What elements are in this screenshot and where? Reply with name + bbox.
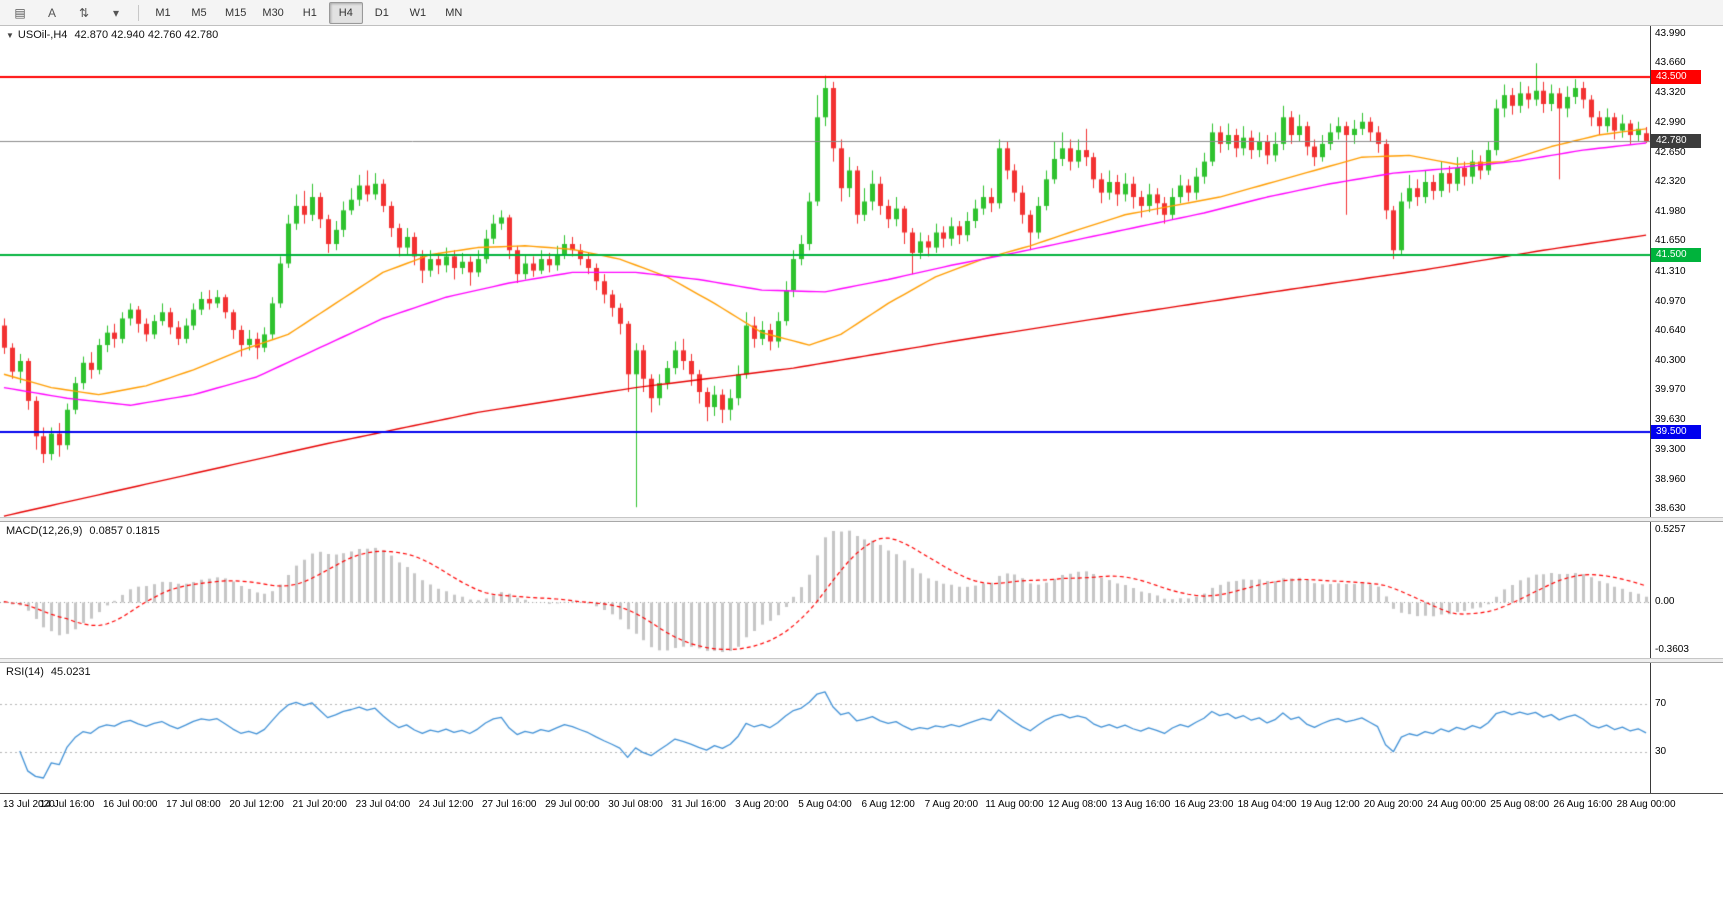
price-panel: ▼ USOil-,H4 42.870 42.940 42.760 42.780 43… <box>0 26 1723 517</box>
rsi-title: RSI(14) <box>6 666 44 678</box>
time-axis-label: 7 Aug 20:00 <box>924 799 979 810</box>
timeframe-m1-button[interactable]: M1 <box>155 6 171 19</box>
timeframe-mn-button[interactable]: MN <box>445 6 463 19</box>
macd-values: 0.0857 0.1815 <box>89 525 160 537</box>
time-axis-label: 20 Aug 20:00 <box>1363 799 1423 810</box>
time-axis-label: 17 Jul 08:00 <box>166 799 221 810</box>
time-axis-labels: 13 Jul 2020 14 Jul 16:00 16 Jul 00:00 17 Ju… <box>0 794 1723 818</box>
time-axis-label: 28 Aug 00:00 <box>1616 799 1676 810</box>
macd-title: MACD(12,26,9) <box>6 525 83 537</box>
annotation-tool-button[interactable]: A <box>37 2 67 24</box>
timeframe-m15-button[interactable]: M15 <box>225 6 247 19</box>
price-tick-label: 43.990 <box>1655 28 1686 39</box>
time-axis-label: 3 Aug 20:00 <box>735 799 789 810</box>
time-axis-label: 27 Jul 16:00 <box>481 799 537 810</box>
macd-tick-label: 0.00 <box>1655 595 1675 607</box>
time-axis-label: 18 Aug 04:00 <box>1237 799 1297 810</box>
price-tick-label: 38.960 <box>1655 473 1686 485</box>
panel-divider-rsi[interactable] <box>0 658 1723 663</box>
collapse-arrow-icon: ▼ <box>6 31 14 40</box>
rsi-level-label: 30 <box>1655 746 1667 757</box>
price-tick-label: 43.660 <box>1655 57 1686 69</box>
timeframe-m5-button[interactable]: M5 <box>191 6 207 19</box>
price-tick-label: 41.980 <box>1655 206 1686 218</box>
price-tick-label: 43.320 <box>1655 87 1686 99</box>
price-tick-label: 39.970 <box>1655 384 1686 396</box>
macd-tick-label: -0.3603 <box>1655 644 1689 655</box>
toolbar: ▤ A ⇅ ▾ M1 M5 M15 M30 H1 H4 D1 W1 MN <box>0 0 1723 26</box>
time-axis-label: 20 Jul 12:00 <box>229 799 284 810</box>
time-axis-label: 30 Jul 08:00 <box>608 799 663 810</box>
time-axis-label: 13 Aug 16:00 <box>1111 799 1171 810</box>
rsi-axis[interactable]: 70 30 <box>1650 663 1722 793</box>
time-axis-label: 26 Aug 16:00 <box>1553 799 1613 810</box>
chart-list-button[interactable]: ▤ <box>5 2 35 24</box>
time-axis-label: 6 Aug 12:00 <box>861 799 915 810</box>
price-tick-label: 42.990 <box>1655 116 1686 128</box>
time-axis-label: 21 Jul 20:00 <box>292 799 347 810</box>
price-tick-label: 40.300 <box>1655 355 1686 366</box>
current-price-tag: 42.780 <box>1651 134 1701 149</box>
time-axis-label: 14 Jul 16:00 <box>39 799 95 810</box>
price-tick-label: 40.640 <box>1655 324 1686 336</box>
bottom-filler <box>0 818 1723 897</box>
time-axis-label: 31 Jul 16:00 <box>671 799 726 810</box>
hline-price-tag: 43.500 <box>1651 70 1701 85</box>
time-axis-label: 16 Jul 00:00 <box>103 799 158 810</box>
macd-label: MACD(12,26,9) 0.0857 0.1815 <box>6 525 160 537</box>
price-tick-label: 41.310 <box>1655 265 1686 277</box>
time-axis-label: 29 Jul 00:00 <box>545 799 600 810</box>
price-axis[interactable]: 43.990 43.660 43.320 42.990 42.650 42.320 41.9… <box>1650 26 1722 517</box>
toolbar-separator <box>138 4 139 21</box>
rsi-values: 45.0231 <box>50 666 91 678</box>
hline-price-tag: 41.500 <box>1651 247 1701 262</box>
timeframe-w1-button[interactable]: W1 <box>409 6 427 19</box>
price-tick-label: 39.630 <box>1655 414 1686 426</box>
macd-axis[interactable]: 0.5257 0.00 -0.3603 <box>1650 522 1722 658</box>
time-axis-label: 12 Aug 08:00 <box>1048 799 1108 810</box>
timeframe-m30-button[interactable]: M30 <box>262 6 284 19</box>
symbol-ohlc-label: ▼ USOil-,H4 42.870 42.940 42.760 42.780 <box>6 29 218 41</box>
chevron-down-icon: ▾ <box>112 5 120 20</box>
macd-chart[interactable]: MACD(12,26,9) 0.0857 0.1815 <box>0 522 1650 658</box>
timeframe-d1-button[interactable]: D1 <box>374 6 389 19</box>
time-axis-label: 25 Aug 08:00 <box>1490 799 1550 810</box>
time-axis-label: 23 Jul 04:00 <box>355 799 411 810</box>
time-axis-label: 16 Aug 23:00 <box>1174 799 1234 810</box>
price-tick-label: 41.650 <box>1655 235 1686 247</box>
price-chart[interactable]: ▼ USOil-,H4 42.870 42.940 42.760 42.780 <box>0 26 1650 517</box>
price-tick-label: 42.650 <box>1655 146 1686 158</box>
price-tick-label: 40.970 <box>1655 295 1686 307</box>
time-axis[interactable]: 13 Jul 2020 14 Jul 16:00 16 Jul 00:00 17 Ju… <box>0 793 1723 818</box>
time-axis-label: 5 Aug 04:00 <box>798 799 852 810</box>
scale-icon: ⇅ <box>78 5 90 20</box>
time-axis-label: 13 Jul 2020 <box>3 799 55 810</box>
macd-panel: MACD(12,26,9) 0.0857 0.1815 0.5257 0.00 -0.… <box>0 522 1723 658</box>
price-tick-label: 39.300 <box>1655 443 1686 455</box>
price-tick-label: 42.320 <box>1655 175 1686 187</box>
price-tick-label: 38.630 <box>1655 503 1686 514</box>
tools-dropdown-button[interactable]: ▾ <box>101 2 131 24</box>
time-axis-label: 24 Jul 12:00 <box>418 799 474 810</box>
macd-tick-label: 0.5257 <box>1655 524 1686 535</box>
ohlc-values: 42.870 42.940 42.760 42.780 <box>74 29 219 41</box>
symbol-period-label: USOil-,H4 <box>17 29 68 41</box>
timeframe-h4-button[interactable]: H4 <box>328 1 363 24</box>
time-axis-label: 19 Aug 12:00 <box>1300 799 1360 810</box>
panel-divider-macd[interactable] <box>0 517 1723 522</box>
scale-tool-button[interactable]: ⇅ <box>69 2 99 24</box>
rsi-level-label: 70 <box>1655 698 1667 709</box>
rsi-label: RSI(14) 45.0231 <box>6 666 91 678</box>
rsi-chart[interactable]: RSI(14) 45.0231 <box>0 663 1650 793</box>
annotation-icon: A <box>47 5 56 20</box>
time-axis-label: 24 Aug 00:00 <box>1427 799 1487 810</box>
timeframe-h1-button[interactable]: H1 <box>302 6 317 19</box>
rsi-panel: RSI(14) 45.0231 70 30 <box>0 663 1723 793</box>
time-axis-label: 11 Aug 00:00 <box>985 799 1044 810</box>
chart-list-icon: ▤ <box>14 5 26 20</box>
hline-price-tag: 39.500 <box>1651 424 1701 439</box>
